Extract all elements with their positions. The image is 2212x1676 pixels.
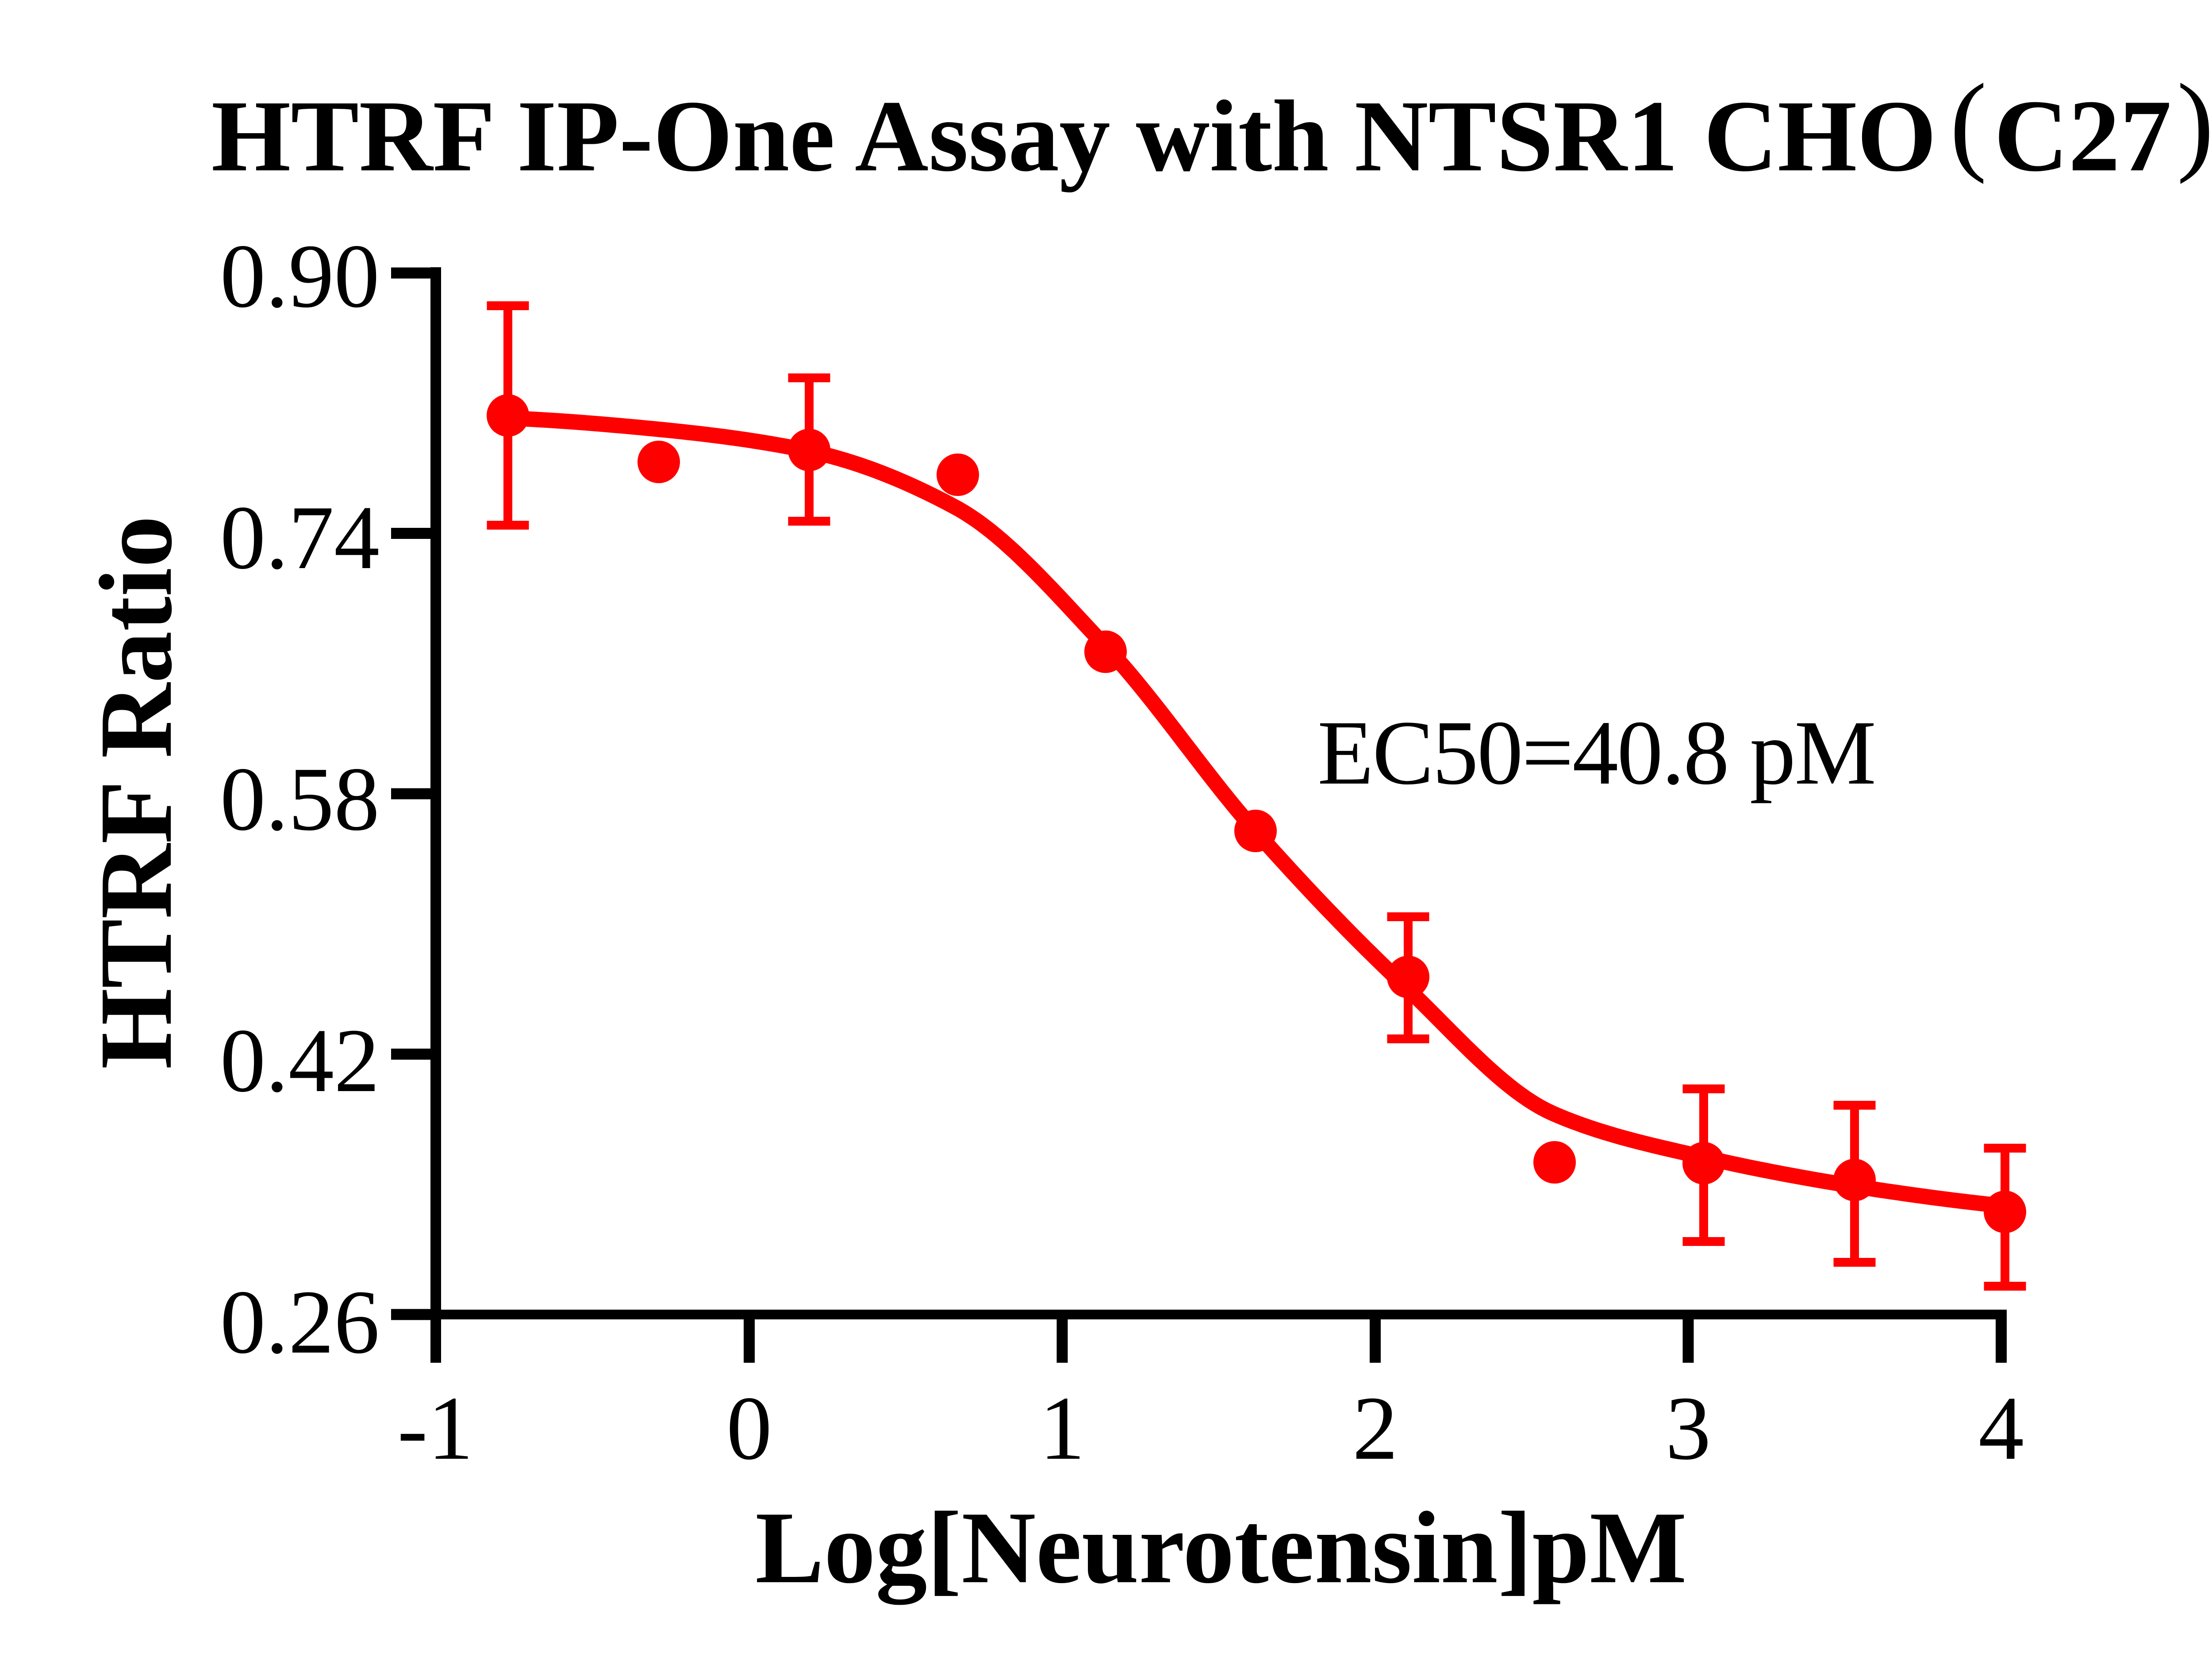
svg-text:0.26: 0.26	[220, 1271, 380, 1372]
svg-text:2: 2	[1352, 1377, 1398, 1479]
svg-text:0: 0	[726, 1377, 772, 1479]
svg-text:4: 4	[1978, 1377, 2024, 1479]
svg-text:-1: -1	[397, 1377, 473, 1479]
svg-text:0.90: 0.90	[220, 225, 380, 327]
svg-text:0.74: 0.74	[220, 487, 380, 588]
svg-text:0.42: 0.42	[220, 1010, 380, 1111]
svg-text:1: 1	[1040, 1377, 1085, 1479]
svg-text:HTRF Ratio: HTRF Ratio	[78, 515, 193, 1069]
svg-text:0.58: 0.58	[220, 748, 380, 850]
svg-text:3: 3	[1666, 1377, 1711, 1479]
svg-text:HTRF IP-One Assay with NTSR1 C: HTRF IP-One Assay with NTSR1 CHO (C27)	[211, 61, 2212, 193]
svg-text:Log[Neurotensin]pM: Log[Neurotensin]pM	[755, 1491, 1687, 1605]
svg-text:EC50=40.8 pM: EC50=40.8 pM	[1317, 702, 1875, 803]
